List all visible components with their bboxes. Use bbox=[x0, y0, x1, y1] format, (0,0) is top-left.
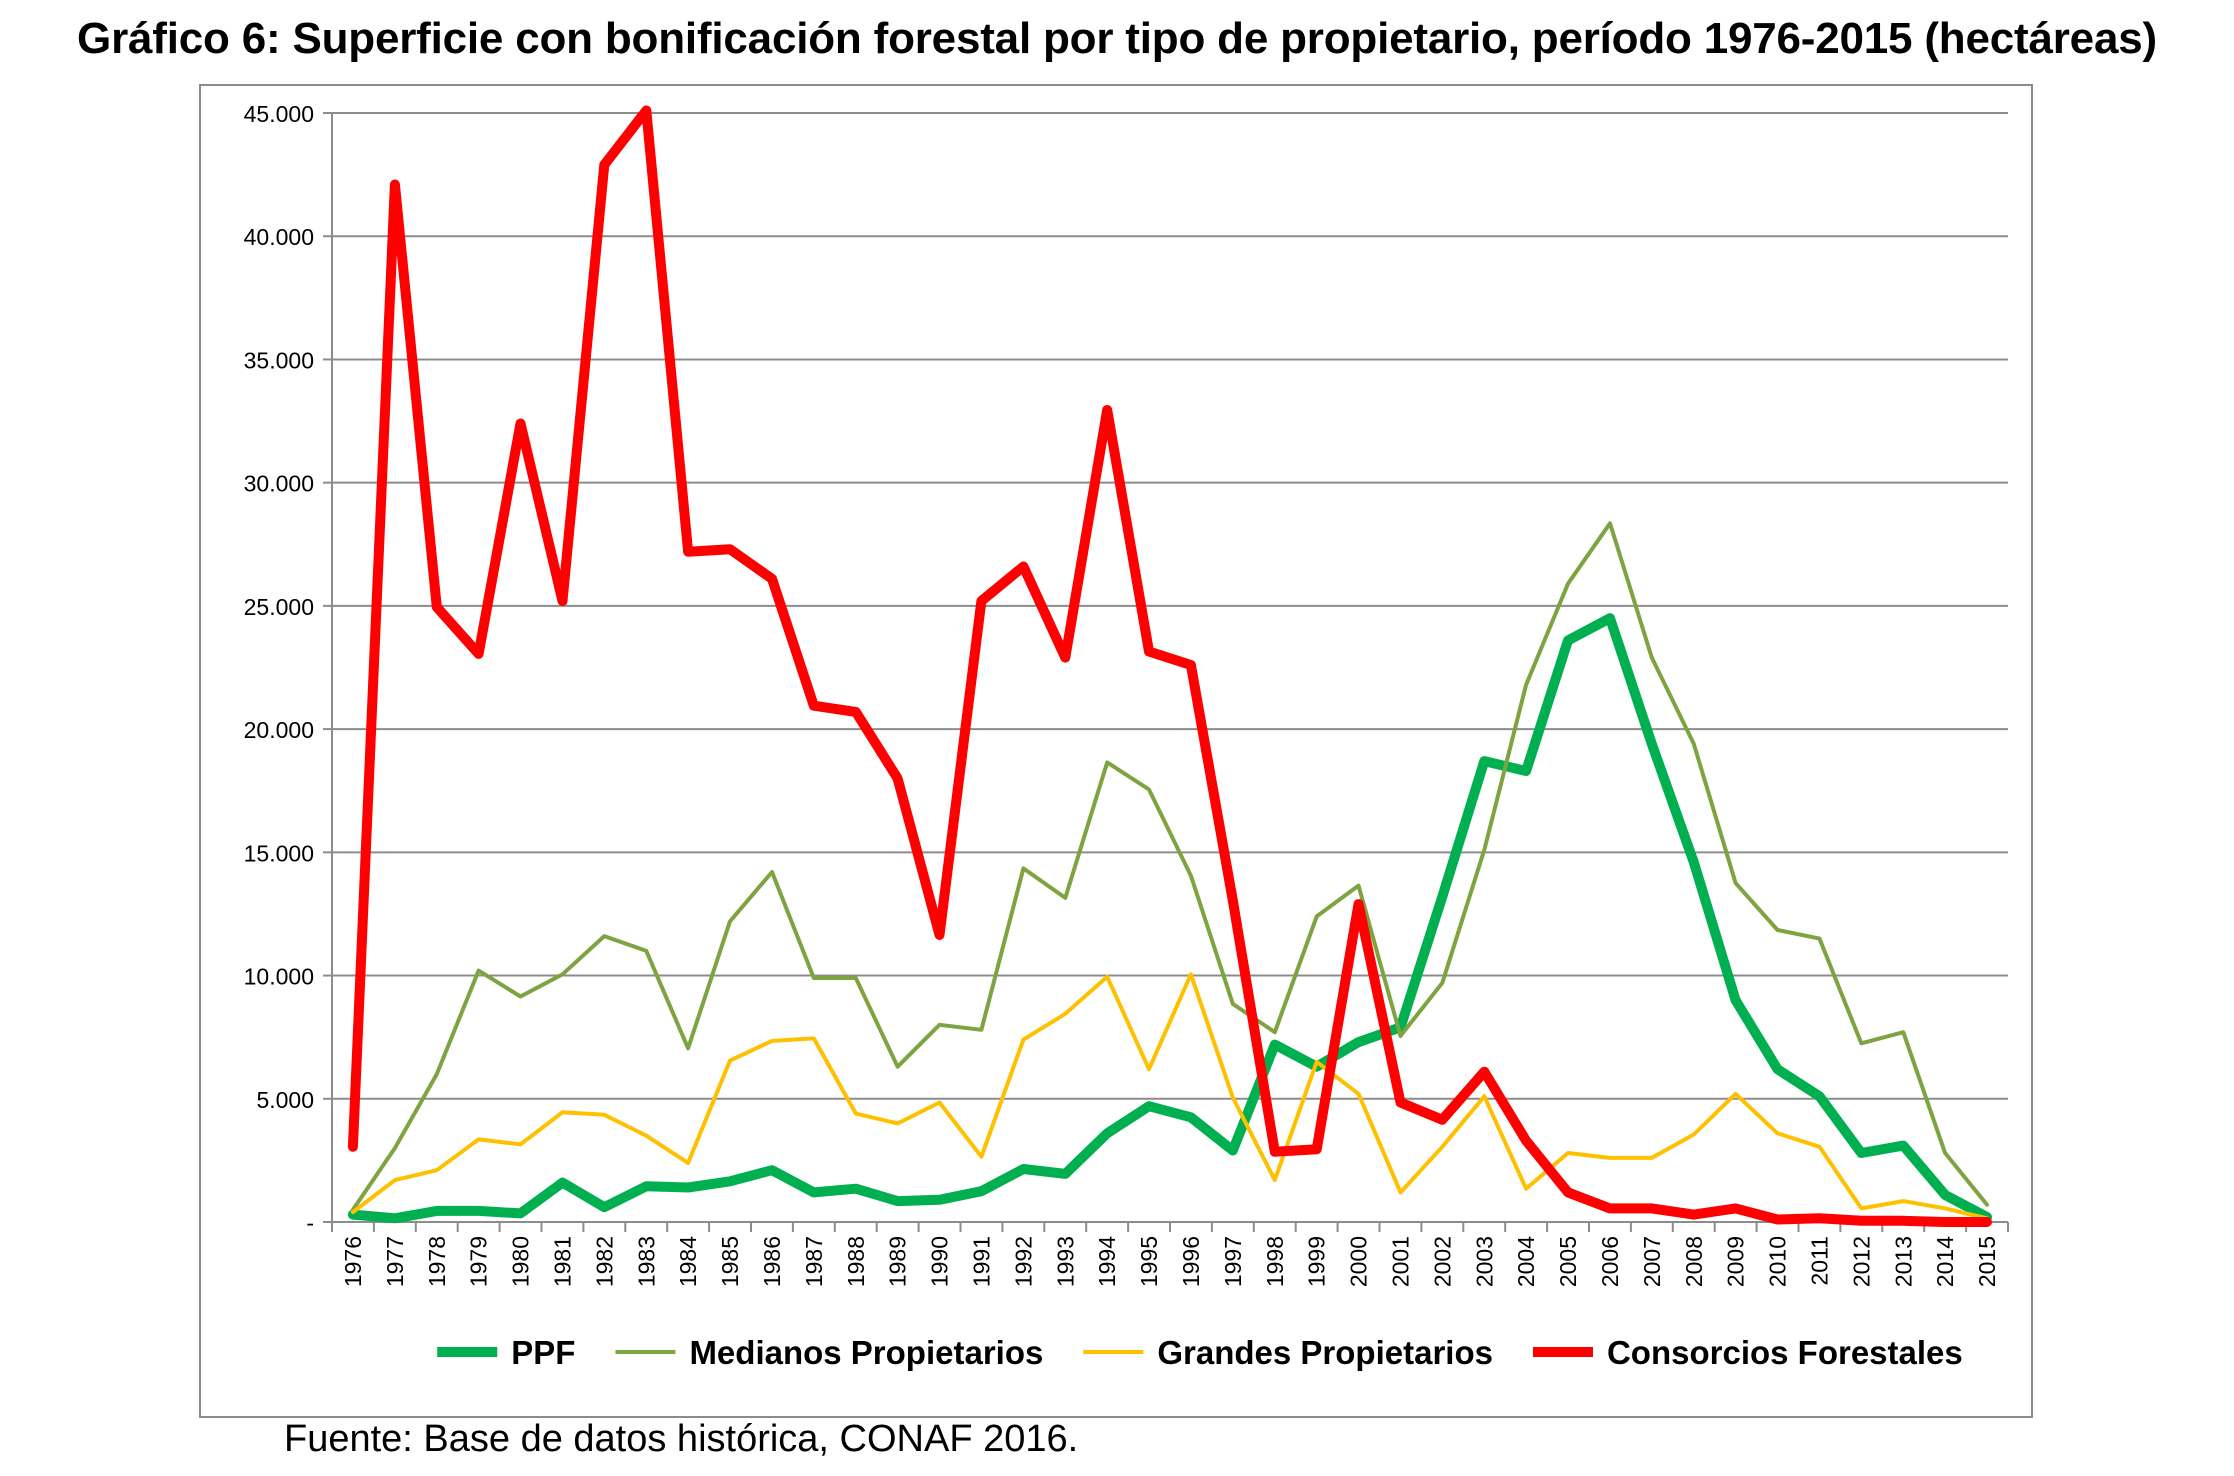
legend-label: PPF bbox=[511, 1334, 575, 1371]
x-tick-label: 2006 bbox=[1597, 1236, 1623, 1287]
x-tick-label: 1990 bbox=[927, 1236, 953, 1287]
y-tick-label: 20.000 bbox=[244, 717, 314, 743]
x-tick-label: 1982 bbox=[591, 1236, 617, 1287]
x-tick-label: 1983 bbox=[633, 1236, 659, 1287]
legend-label: Medianos Propietarios bbox=[689, 1334, 1043, 1371]
x-tick-label: 1979 bbox=[466, 1236, 492, 1287]
x-tick-label: 2012 bbox=[1848, 1236, 1874, 1287]
x-tick-label: 1999 bbox=[1304, 1236, 1330, 1287]
x-tick-label: 1993 bbox=[1052, 1236, 1078, 1287]
y-tick-label: 45.000 bbox=[244, 101, 314, 127]
x-tick-label: 1994 bbox=[1094, 1236, 1120, 1287]
legend-label: Grandes Propietarios bbox=[1157, 1334, 1493, 1371]
series-line bbox=[347, 613, 1992, 1224]
x-tick-label: 1991 bbox=[968, 1236, 994, 1287]
x-tick-label: 2003 bbox=[1471, 1236, 1497, 1287]
y-tick-label: 40.000 bbox=[244, 224, 314, 250]
x-tick-label: 2009 bbox=[1723, 1236, 1749, 1287]
x-tick-label: 2002 bbox=[1429, 1236, 1455, 1287]
chart-frame bbox=[199, 84, 2033, 1418]
y-tick-label: 15.000 bbox=[244, 840, 314, 866]
series-line bbox=[350, 972, 1989, 1221]
x-tick-label: 2001 bbox=[1387, 1236, 1413, 1287]
x-tick-label: 1986 bbox=[759, 1236, 785, 1287]
x-tick-label: 2005 bbox=[1555, 1236, 1581, 1287]
y-tick-label: 25.000 bbox=[244, 594, 314, 620]
x-tick-label: 1985 bbox=[717, 1236, 743, 1287]
x-tick-label: 1995 bbox=[1136, 1236, 1162, 1287]
y-tick-label: 10.000 bbox=[244, 964, 314, 990]
series-line bbox=[350, 521, 1989, 1212]
x-tick-label: 2011 bbox=[1806, 1236, 1832, 1285]
x-tick-label: 1998 bbox=[1262, 1236, 1288, 1287]
x-tick-label: 1978 bbox=[424, 1236, 450, 1287]
x-tick-label: 2014 bbox=[1932, 1236, 1958, 1287]
x-tick-label: 2013 bbox=[1890, 1236, 1916, 1287]
x-tick-label: 2010 bbox=[1765, 1236, 1791, 1287]
y-tick-label: 5.000 bbox=[256, 1087, 314, 1113]
y-tick-label: - bbox=[306, 1210, 314, 1236]
x-tick-label: 1988 bbox=[843, 1236, 869, 1287]
source-note: Fuente: Base de datos histórica, CONAF 2… bbox=[284, 1418, 1079, 1460]
x-tick-label: 2008 bbox=[1681, 1236, 1707, 1287]
legend-label: Consorcios Forestales bbox=[1607, 1334, 1963, 1371]
x-tick-label: 2015 bbox=[1974, 1236, 2000, 1287]
x-tick-label: 2007 bbox=[1639, 1236, 1665, 1287]
x-tick-label: 2000 bbox=[1346, 1236, 1372, 1287]
y-tick-label: 35.000 bbox=[244, 347, 314, 373]
x-tick-label: 1996 bbox=[1178, 1236, 1204, 1287]
x-tick-label: 1984 bbox=[675, 1236, 701, 1287]
x-tick-label: 1981 bbox=[549, 1236, 575, 1287]
x-tick-label: 1980 bbox=[508, 1236, 534, 1287]
x-tick-label: 2004 bbox=[1513, 1236, 1539, 1287]
x-tick-label: 1976 bbox=[340, 1236, 366, 1287]
series-line bbox=[347, 105, 1992, 1227]
y-tick-label: 30.000 bbox=[244, 471, 314, 497]
chart-title: Gráfico 6: Superficie con bonificación f… bbox=[77, 14, 2157, 63]
x-tick-label: 1992 bbox=[1010, 1236, 1036, 1287]
x-tick-label: 1987 bbox=[801, 1236, 827, 1287]
x-tick-label: 1977 bbox=[382, 1236, 408, 1287]
x-tick-label: 1997 bbox=[1220, 1236, 1246, 1287]
x-tick-label: 1989 bbox=[885, 1236, 911, 1287]
